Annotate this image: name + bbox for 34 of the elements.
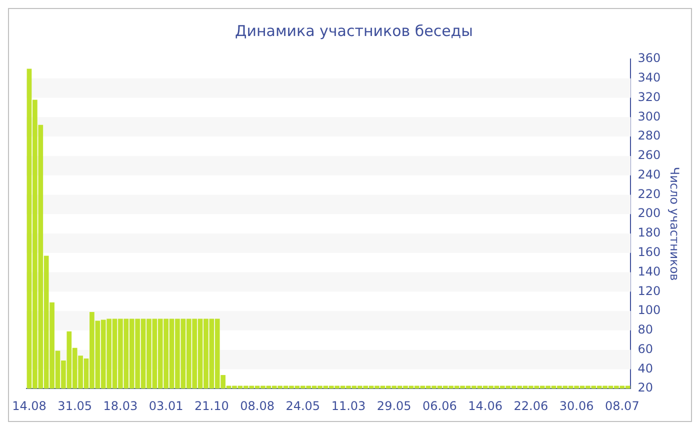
x-tick-label: 18.03 xyxy=(103,398,138,413)
y-tick-label: 260 xyxy=(638,148,661,162)
y-tick-label: 280 xyxy=(638,128,661,143)
x-tick-label: 21.10 xyxy=(194,398,229,413)
y-tick-label: 200 xyxy=(638,206,661,220)
y-tick-label: 120 xyxy=(638,284,661,298)
y-tick-label: 40 xyxy=(638,361,653,376)
x-tick-label: 08.08 xyxy=(240,398,274,413)
y-tick-label: 180 xyxy=(638,226,661,240)
x-tick-label: 22.06 xyxy=(514,398,548,413)
x-tick-label: 03.01 xyxy=(148,398,184,413)
x-tick-label: 06.06 xyxy=(422,398,457,413)
y-tick-label: 360 xyxy=(638,51,661,66)
y-tick-label: 320 xyxy=(638,90,661,104)
y-tick-label: 100 xyxy=(638,303,661,318)
x-tick-label: 14.06 xyxy=(468,398,502,413)
y-tick-label: 240 xyxy=(638,167,661,182)
y-tick-label: 160 xyxy=(638,245,661,260)
y-tick-label: 140 xyxy=(638,264,661,278)
chart-title: Динамика участников беседы xyxy=(234,22,474,40)
x-tick-label: 30.06 xyxy=(559,398,594,413)
y-tick-label: 220 xyxy=(638,186,661,201)
y-tick-label: 80 xyxy=(638,322,653,337)
x-tick-label: 11.03 xyxy=(331,398,366,413)
x-tick-label: 29.05 xyxy=(376,398,412,413)
y-tick-label: 300 xyxy=(638,109,661,124)
x-tick-label: 24.05 xyxy=(286,398,320,413)
y-tick-label: 340 xyxy=(638,70,661,85)
y-tick-label: 60 xyxy=(638,342,653,356)
x-tick-label: 08.07 xyxy=(604,398,640,413)
x-tick-label: 14.08 xyxy=(12,398,46,413)
y-axis-title: Число участников xyxy=(668,166,682,281)
y-tick-label: 20 xyxy=(638,380,653,395)
x-tick-label: 31.05 xyxy=(58,398,92,413)
